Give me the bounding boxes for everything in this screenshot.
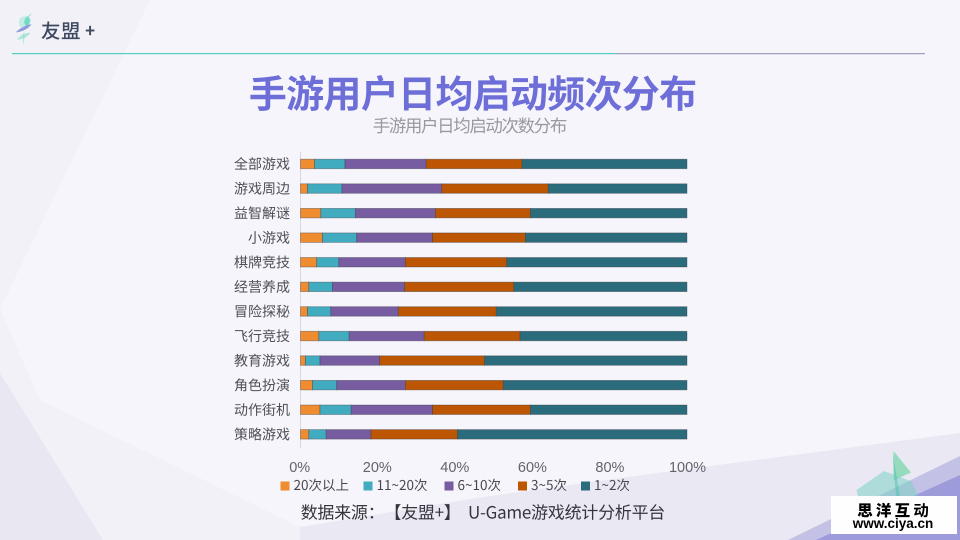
svg-text:100%: 100% (669, 460, 706, 476)
svg-text:www.ciya.cn: www.ciya.cn (852, 516, 934, 531)
svg-text:0%: 0% (289, 460, 310, 476)
svg-text:40%: 40% (440, 460, 469, 476)
svg-text:80%: 80% (595, 460, 624, 476)
svg-text:20%: 20% (363, 460, 392, 476)
svg-text:60%: 60% (518, 460, 547, 476)
